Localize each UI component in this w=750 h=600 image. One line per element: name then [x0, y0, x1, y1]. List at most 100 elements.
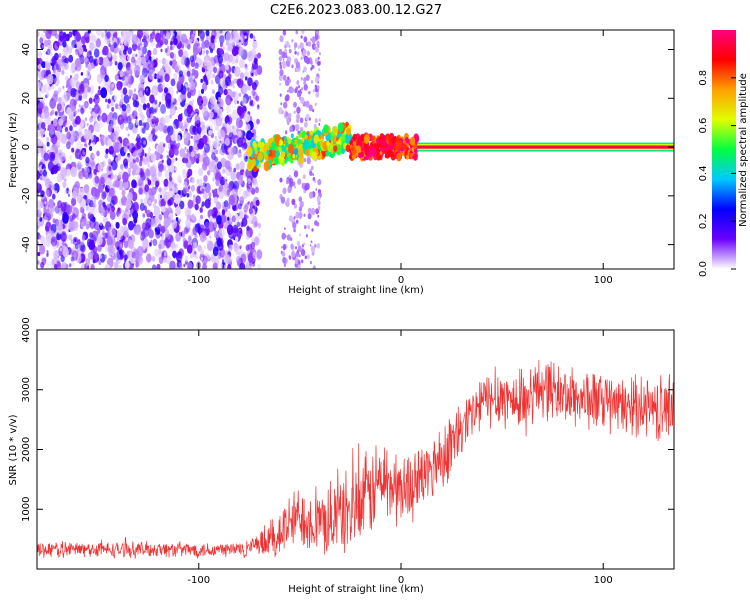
spectral-blob [166, 158, 172, 166]
spectral-blob [187, 87, 190, 92]
spectral-blob [304, 134, 308, 141]
spectral-blob [306, 50, 310, 57]
spectral-blob [295, 246, 297, 250]
y-tick-label: 4000 [21, 317, 32, 342]
spectral-blob [313, 134, 320, 144]
spectral-blob [132, 162, 138, 172]
spectral-blob [244, 63, 248, 68]
spectral-blob [62, 47, 68, 55]
spectral-blob [147, 59, 151, 65]
spectral-blob [205, 49, 209, 55]
spectral-blob [224, 160, 231, 170]
spectral-blob [204, 144, 207, 149]
spectral-blob [174, 166, 177, 171]
spectral-blob [210, 125, 213, 130]
spectral-blob [183, 241, 189, 250]
spectral-blob [168, 30, 171, 33]
spectral-blob [293, 203, 297, 209]
spectral-blob [203, 245, 206, 250]
spectral-blob [46, 73, 54, 85]
spectral-blob [228, 194, 235, 206]
spectral-blob [58, 118, 64, 127]
spectral-blob [212, 73, 216, 79]
spectral-blob [308, 117, 311, 121]
spectral-blob [48, 124, 52, 131]
spectral-blob [48, 198, 55, 209]
spectral-blob [135, 116, 138, 120]
spectral-blob [300, 76, 303, 81]
spectral-blob [232, 203, 237, 211]
spectral-blob [94, 175, 100, 184]
spectral-blob [45, 51, 48, 55]
spectral-blob [66, 131, 71, 140]
signal-band-core [417, 145, 674, 149]
spectral-blob [169, 45, 173, 51]
spectral-blob [91, 141, 96, 147]
spectral-blob [42, 44, 45, 49]
spectral-blob [296, 106, 301, 114]
spectral-blob [46, 201, 50, 206]
spectral-blob [74, 58, 81, 68]
spectral-blob [292, 221, 297, 229]
spectral-blob [232, 84, 235, 89]
spectral-blob [303, 242, 306, 246]
spectral-blob [158, 187, 162, 193]
spectral-blob [363, 134, 370, 144]
spectral-blob [138, 82, 145, 93]
spectral-blob [93, 60, 96, 65]
spectral-blob [105, 98, 108, 103]
spectral-blob [244, 203, 249, 210]
spectral-blob [120, 123, 124, 130]
spectral-blob [281, 251, 286, 257]
spectral-blob [163, 238, 169, 247]
spectral-blob [149, 61, 155, 68]
spectral-blob [305, 57, 310, 65]
spectral-blob [223, 88, 228, 96]
spectral-blob [142, 213, 146, 218]
spectral-blob [45, 239, 51, 248]
spectral-blob [165, 134, 172, 144]
spectral-blob [251, 72, 254, 77]
spectral-blob [161, 205, 166, 213]
y-tick-label: 0 [21, 144, 32, 150]
spectral-blob [194, 203, 199, 211]
spectral-blob [224, 254, 231, 264]
spectral-blob [215, 116, 223, 127]
spectral-blob [286, 197, 290, 203]
spectral-blob [74, 110, 78, 115]
spectral-blob [58, 87, 62, 93]
spectral-blob [201, 95, 208, 107]
spectral-blob [149, 242, 152, 247]
spectral-blob [123, 180, 129, 189]
spectral-blob [194, 153, 200, 163]
spectral-blob [225, 64, 230, 71]
spectral-blob [92, 256, 95, 261]
spectral-blob [54, 111, 58, 116]
spectral-blob [316, 195, 321, 202]
spectral-blob [161, 83, 165, 89]
spectral-blob [54, 77, 60, 87]
spectral-blob [37, 81, 41, 87]
spectral-blob [251, 159, 256, 167]
spectral-blob [98, 199, 103, 207]
spectral-blob [302, 174, 306, 180]
spectral-blob [72, 69, 75, 74]
spectral-blob [297, 45, 301, 50]
spectral-blob [118, 174, 121, 180]
spectral-blob [257, 104, 260, 108]
spectral-blob [380, 140, 384, 146]
spectral-blob [219, 30, 223, 34]
spectral-blob [89, 218, 96, 229]
spectral-blob [336, 148, 341, 156]
spectral-blob [137, 55, 142, 64]
spectral-blob [380, 136, 383, 141]
spectral-blob [77, 108, 80, 113]
spectral-blob [178, 120, 183, 129]
spectral-blob [298, 206, 303, 212]
spectral-blob [209, 235, 212, 239]
spectral-blob [86, 123, 89, 127]
spectral-blob [133, 225, 139, 235]
spectral-blob [212, 246, 219, 257]
spectral-blob [137, 30, 143, 39]
spectral-blob [176, 30, 183, 35]
